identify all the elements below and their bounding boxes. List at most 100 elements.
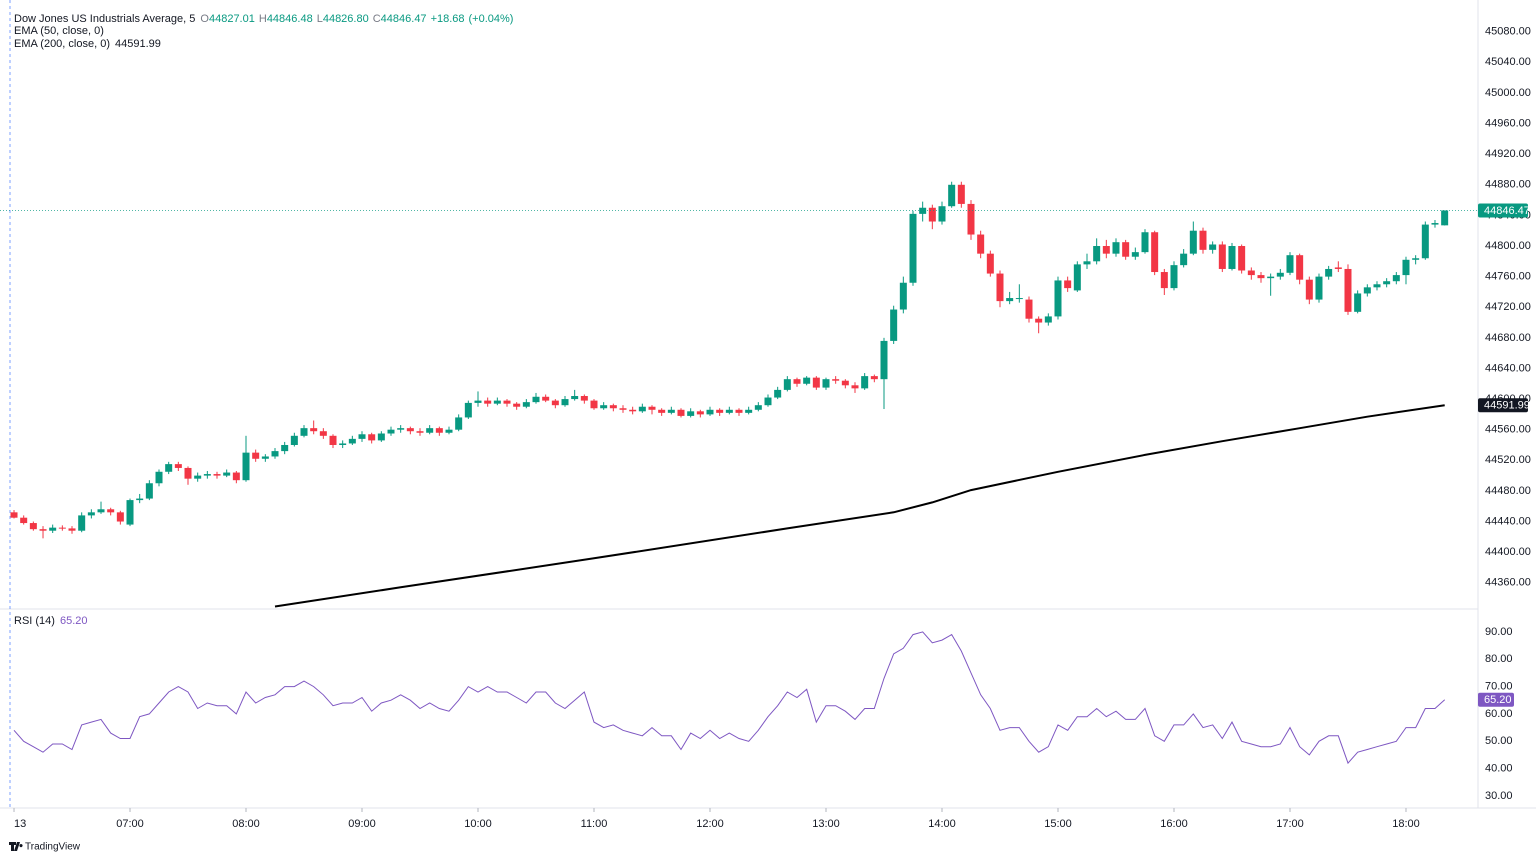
- candle-body: [1209, 244, 1217, 250]
- y-tick-label: 40.00: [1485, 763, 1513, 775]
- candle-body: [687, 411, 695, 416]
- candle-body: [783, 379, 791, 390]
- candle-body: [1131, 252, 1139, 257]
- ohlc-key: H: [259, 13, 267, 25]
- x-tick-label: 10:00: [464, 818, 492, 830]
- candle-body: [1054, 280, 1062, 317]
- y-tick-label: 50.00: [1485, 735, 1513, 747]
- candle-body: [1170, 265, 1178, 289]
- candle-body: [1102, 246, 1110, 254]
- candle-body: [1421, 224, 1429, 259]
- last-price-box: [1478, 203, 1528, 218]
- candle-body: [1344, 268, 1352, 312]
- y-tick-label: 45000.00: [1485, 87, 1531, 99]
- candle-body: [841, 380, 849, 386]
- y-tick-label: 45080.00: [1485, 26, 1531, 38]
- x-tick-label: 13:00: [812, 818, 840, 830]
- candle-body: [986, 253, 994, 274]
- candle-body: [435, 428, 443, 433]
- candle-body: [919, 207, 927, 214]
- candle-body: [1363, 287, 1371, 294]
- candle-body: [136, 498, 144, 501]
- candle-body: [290, 435, 298, 445]
- ohlc-key: L: [317, 13, 323, 25]
- candle-body: [948, 184, 956, 207]
- candle-body: [1228, 246, 1236, 269]
- candle-body: [996, 273, 1004, 302]
- candle-body: [377, 433, 385, 441]
- candle-body: [184, 467, 192, 479]
- candle-body: [638, 406, 646, 412]
- candle-body: [571, 396, 579, 400]
- candle-body: [1093, 246, 1101, 262]
- candle-body: [310, 428, 318, 432]
- candle-body: [1296, 255, 1304, 280]
- candle-body: [126, 500, 134, 525]
- y-tick-label: 44440.00: [1485, 515, 1531, 527]
- x-tick-label: 17:00: [1276, 818, 1304, 830]
- candle-body: [1305, 279, 1313, 300]
- y-tick-label: 80.00: [1485, 653, 1513, 665]
- candle-body: [812, 377, 820, 388]
- candle-body: [116, 512, 124, 522]
- candle-body: [580, 396, 588, 401]
- candle-body: [957, 184, 965, 204]
- candle-body: [503, 400, 511, 404]
- candle-body: [977, 234, 985, 254]
- last-price-label: 44846.47: [1484, 205, 1530, 217]
- ema200-name: EMA (200, close, 0): [14, 38, 110, 50]
- y-tick-label: 90.00: [1485, 626, 1513, 638]
- x-tick-label: 11:00: [581, 818, 608, 830]
- candle-body: [1392, 275, 1400, 282]
- ema200-line: [274, 404, 1445, 608]
- y-tick-label: 44760.00: [1485, 271, 1531, 283]
- candle-body: [242, 452, 250, 481]
- candle-body: [716, 409, 724, 413]
- candle-body: [87, 512, 95, 516]
- candle-body: [1373, 284, 1381, 288]
- candle-body: [271, 451, 279, 457]
- y-tick-label: 44880.00: [1485, 179, 1531, 191]
- candle-body: [1025, 299, 1033, 319]
- candle-body: [803, 377, 811, 384]
- candle-body: [1267, 276, 1275, 279]
- y-tick-label: 45040.00: [1485, 56, 1531, 68]
- candle-body: [609, 405, 617, 409]
- x-tick-label: 14:00: [928, 818, 956, 830]
- y-tick-label: 44520.00: [1485, 454, 1531, 466]
- candle-body: [1257, 275, 1265, 279]
- x-tick-label: 16:00: [1160, 818, 1188, 830]
- candle-body: [97, 509, 105, 513]
- candle-body: [1064, 280, 1072, 289]
- header: Dow Jones US Industrials Average, 5 O4482…: [14, 13, 513, 25]
- candle-body: [1112, 242, 1120, 254]
- candle-body: [677, 409, 685, 416]
- candle-body: [600, 405, 608, 409]
- x-tick-label: 09:00: [348, 818, 376, 830]
- candle-body: [329, 435, 337, 445]
- candle-body: [851, 385, 859, 389]
- rsi-legend: RSI (14) 65.20: [14, 615, 88, 627]
- candle-body: [764, 397, 772, 406]
- candle-body: [870, 376, 878, 380]
- candle-body: [754, 405, 762, 410]
- candle-body: [1151, 232, 1159, 273]
- y-tick-label: 70.00: [1485, 680, 1513, 692]
- x-tick-label: 07:00: [116, 818, 144, 830]
- candle-body: [493, 400, 501, 404]
- candle-body: [1354, 293, 1362, 312]
- ema200-legend: EMA (200, close, 0) 44591.99: [14, 38, 161, 50]
- candle-body: [1334, 267, 1342, 269]
- candle-body: [387, 429, 395, 434]
- candle-body: [967, 203, 975, 235]
- candle-body: [397, 428, 405, 430]
- candle-body: [1247, 270, 1255, 276]
- candle-body: [474, 400, 482, 403]
- candle-body: [725, 409, 733, 413]
- x-tick-label: 08:00: [232, 818, 260, 830]
- y-tick-label: 44560.00: [1485, 424, 1531, 436]
- candle-body: [1431, 223, 1439, 225]
- x-tick-label: 12:00: [696, 818, 724, 830]
- candle-body: [1412, 258, 1420, 260]
